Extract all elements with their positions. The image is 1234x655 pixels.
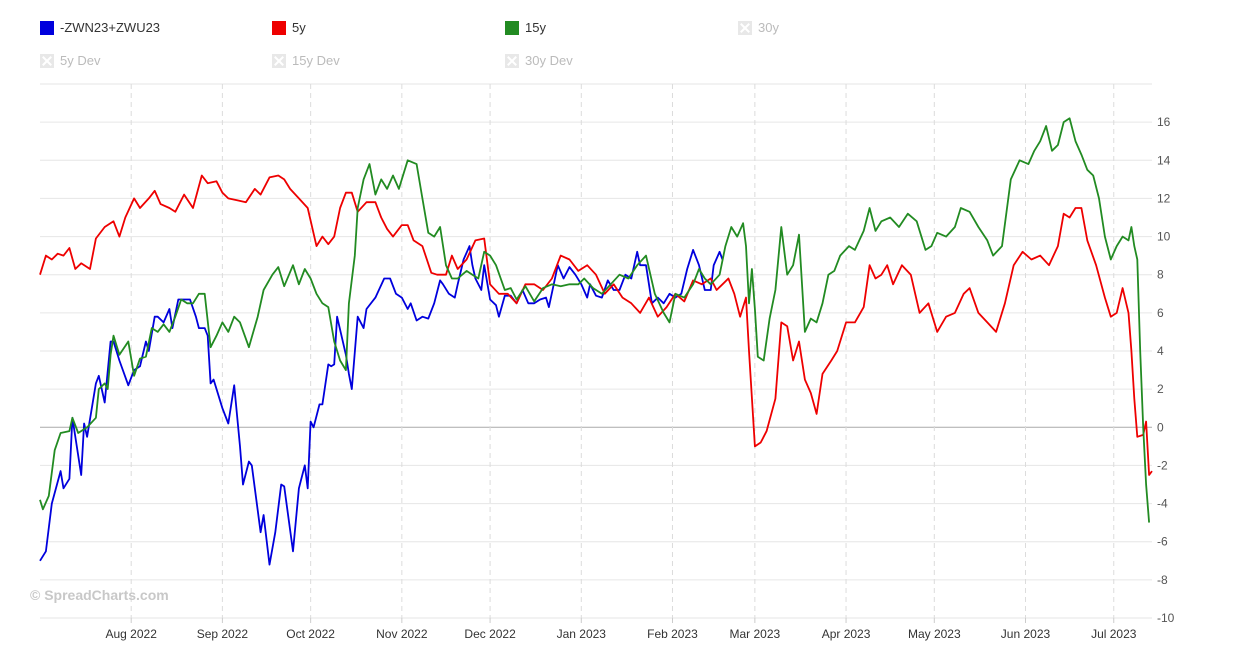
y-tick-label: 10 <box>1157 230 1171 244</box>
x-tick-label: Nov 2022 <box>376 627 428 641</box>
legend-item-5y[interactable]: 5y <box>272 20 306 35</box>
y-tick-label: 4 <box>1157 344 1164 358</box>
legend-label: 15y <box>525 20 546 35</box>
series-line-1 <box>39 245 724 566</box>
y-tick-label: 6 <box>1157 306 1164 320</box>
y-axis: 16 14 12 10 8 6 4 2 0 -2 -4 -6 -8 -10 <box>1157 115 1175 625</box>
legend-label: 5y Dev <box>60 53 101 68</box>
y-tick-label: -2 <box>1157 458 1168 472</box>
legend-item-15y-dev[interactable]: 15y Dev <box>272 53 340 68</box>
legend-item-5y-dev[interactable]: 5y Dev <box>40 53 100 68</box>
y-tick-label: -6 <box>1157 535 1168 549</box>
x-tick-label: Dec 2022 <box>464 627 516 641</box>
legend-item-15y[interactable]: 15y <box>505 20 546 35</box>
x-tick-label: Aug 2022 <box>106 627 158 641</box>
legend-swatch <box>40 53 54 68</box>
x-tick-label: Feb 2023 <box>647 627 698 641</box>
series-group <box>39 117 1153 566</box>
legend-swatch <box>272 20 286 35</box>
legend-swatch <box>505 20 519 35</box>
x-tick-label: Sep 2022 <box>197 627 249 641</box>
x-tick-label: May 2023 <box>908 627 961 641</box>
y-tick-label: 16 <box>1157 115 1171 129</box>
legend-label: -ZWN23+ZWU23 <box>60 20 161 35</box>
legend-item-spread[interactable]: -ZWN23+ZWU23 <box>40 20 160 35</box>
y-tick-label: 14 <box>1157 153 1171 167</box>
y-tick-label: 8 <box>1157 268 1164 282</box>
legend-label: 15y Dev <box>292 53 340 68</box>
x-tick-label: Mar 2023 <box>730 627 781 641</box>
legend: -ZWN23+ZWU23 5y 15y 30y 5y Dev 15y Dev 30y Dev <box>0 0 1234 80</box>
x-tick-label: Oct 2022 <box>286 627 335 641</box>
legend-label: 30y <box>758 20 779 35</box>
legend-swatch <box>40 20 54 35</box>
legend-swatch <box>738 20 752 35</box>
y-tick-label: -10 <box>1157 611 1175 625</box>
legend-swatch <box>272 53 286 68</box>
x-tick-label: Jan 2023 <box>557 627 607 641</box>
x-axis: Aug 2022 Sep 2022 Oct 2022 Nov 2022 Dec 2022… <box>106 618 1137 641</box>
legend-item-30y[interactable]: 30y <box>738 20 779 35</box>
series-line-3 <box>39 117 1150 523</box>
legend-label: 5y <box>292 20 306 35</box>
y-tick-label: 12 <box>1157 191 1171 205</box>
x-tick-label: Jul 2023 <box>1091 627 1137 641</box>
series-line-2 <box>39 174 1153 476</box>
legend-label: 30y Dev <box>525 53 573 68</box>
y-tick-label: 0 <box>1157 420 1164 434</box>
grid <box>40 84 1152 619</box>
watermark: © SpreadCharts.com <box>30 587 169 603</box>
y-tick-label: 2 <box>1157 382 1164 396</box>
y-tick-label: -4 <box>1157 497 1168 511</box>
y-tick-label: -8 <box>1157 573 1168 587</box>
legend-item-30y-dev[interactable]: 30y Dev <box>505 53 573 68</box>
legend-swatch <box>505 53 519 68</box>
x-tick-label: Apr 2023 <box>822 627 871 641</box>
x-tick-label: Jun 2023 <box>1001 627 1051 641</box>
